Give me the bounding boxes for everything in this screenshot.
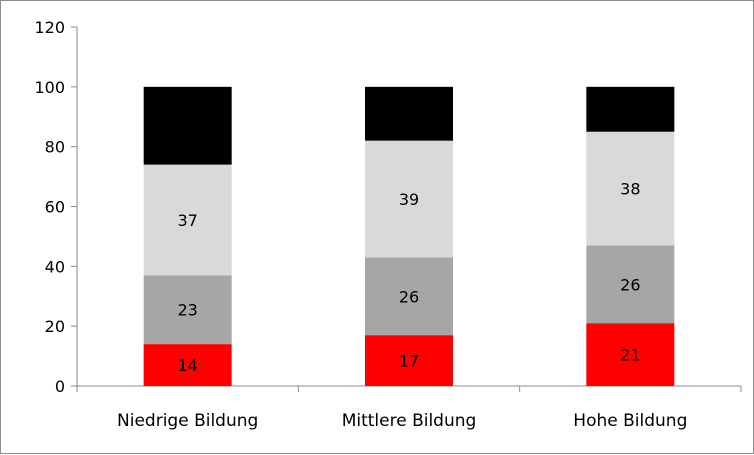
- x-category-label: Mittlere Bildung: [342, 411, 477, 431]
- y-tick-label: 80: [45, 138, 65, 157]
- x-category-label: Hohe Bildung: [573, 411, 687, 431]
- data-label: 37: [177, 211, 197, 230]
- data-label: 14: [177, 356, 197, 375]
- data-label: 21: [620, 346, 640, 365]
- y-tick-label: 100: [34, 78, 65, 97]
- bar-segment: [586, 245, 675, 324]
- y-tick-label: 120: [34, 18, 65, 37]
- labels: 14 23 37 Niedrige Bildung 17 26 39 Mittlere Bil…: [117, 180, 687, 431]
- bar-segment: [143, 164, 232, 276]
- bar-segment: [586, 131, 675, 246]
- bar-segment: [143, 86, 232, 165]
- data-label: 17: [399, 352, 419, 371]
- bar-segment: [365, 257, 453, 336]
- bar-segment: [586, 86, 675, 132]
- bar-segment: [365, 86, 453, 141]
- bar-segment: [143, 344, 232, 386]
- y-tick-label: 20: [45, 317, 65, 336]
- bar-segment: [586, 323, 675, 386]
- data-label: 38: [620, 180, 640, 199]
- bar-segment: [143, 275, 232, 345]
- y-tick-label: 40: [45, 257, 65, 276]
- y-tick-label: 0: [55, 377, 65, 396]
- data-label: 39: [399, 190, 419, 209]
- x-category-label: Niedrige Bildung: [117, 411, 258, 431]
- bars: [143, 86, 675, 386]
- data-label: 23: [177, 301, 197, 320]
- y-tick-label: 60: [45, 198, 65, 217]
- bar-segment: [365, 335, 453, 386]
- data-label: 26: [620, 275, 640, 294]
- bar-segment: [365, 140, 453, 258]
- data-label: 26: [399, 287, 419, 306]
